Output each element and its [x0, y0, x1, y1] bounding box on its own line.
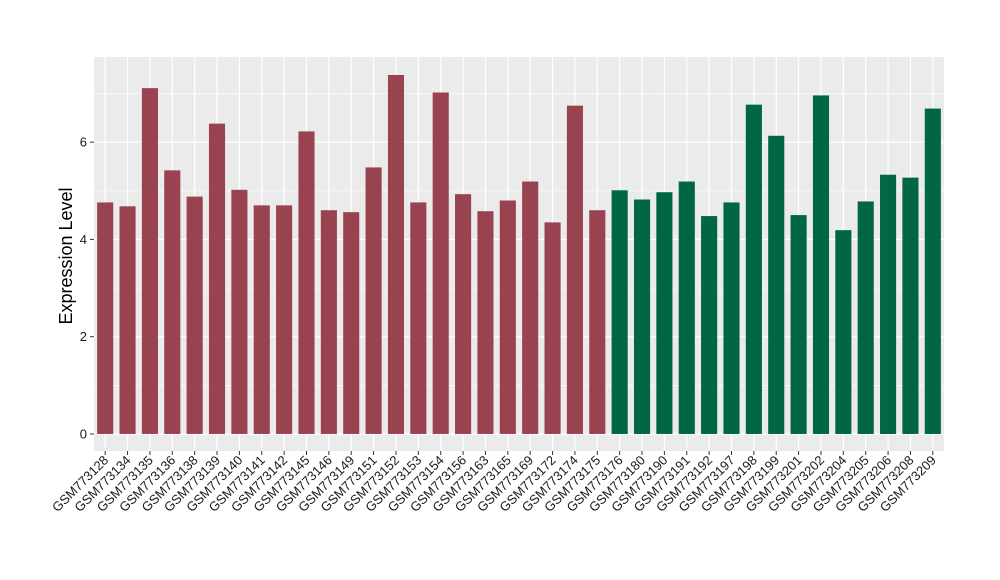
bar-gsm773209: [924, 108, 941, 434]
bar-gsm773174: [566, 105, 583, 434]
bar-gsm773199: [768, 135, 785, 434]
bar-gsm773153: [410, 202, 427, 434]
bar-gsm773154: [432, 92, 449, 434]
bar-gsm773165: [499, 200, 516, 434]
bar-gsm773146: [320, 210, 337, 434]
x-axis: GSM773128GSM773134GSM773135GSM773136GSM7…: [49, 451, 939, 515]
bar-gsm773204: [835, 230, 852, 434]
bar-gsm773134: [119, 206, 136, 434]
bar-gsm773140: [231, 189, 248, 434]
bar-gsm773156: [455, 194, 472, 434]
bar-gsm773192: [701, 216, 718, 434]
bar-gsm773206: [880, 174, 897, 434]
bar-gsm773136: [164, 170, 181, 434]
bar-gsm773141: [253, 205, 270, 434]
y-tick-label: 6: [80, 135, 87, 150]
bar-gsm773208: [902, 177, 919, 434]
bar-gsm773201: [790, 215, 807, 434]
y-axis: 0 2 4 6: [80, 135, 94, 441]
bar-gsm773172: [544, 222, 561, 434]
bar-gsm773176: [611, 190, 628, 434]
bar-gsm773169: [522, 181, 539, 434]
bar-gsm773197: [723, 202, 740, 434]
bar-gsm773190: [656, 192, 673, 434]
y-tick-label: 2: [80, 329, 87, 344]
bar-gsm773145: [298, 131, 315, 434]
bar-gsm773198: [745, 104, 762, 434]
bar-gsm773139: [208, 123, 226, 434]
bar-gsm773128: [97, 202, 114, 434]
bar-gsm773205: [857, 201, 874, 434]
bar-gsm773163: [477, 211, 494, 434]
bar-gsm773202: [812, 95, 830, 434]
bar-gsm773151: [365, 167, 382, 434]
bar-gsm773191: [678, 181, 695, 434]
bar-gsm773135: [141, 88, 158, 434]
bar-gsm773180: [633, 199, 651, 434]
y-tick-label: 0: [80, 426, 87, 441]
bars: [97, 74, 941, 434]
y-tick-label: 4: [80, 232, 87, 247]
y-axis-title: Expression Level: [56, 187, 76, 324]
bar-gsm773149: [343, 212, 360, 434]
bar-gsm773142: [276, 205, 293, 434]
bar-gsm773138: [186, 196, 203, 434]
bar-gsm773152: [387, 74, 405, 434]
bar-gsm773175: [589, 210, 606, 434]
